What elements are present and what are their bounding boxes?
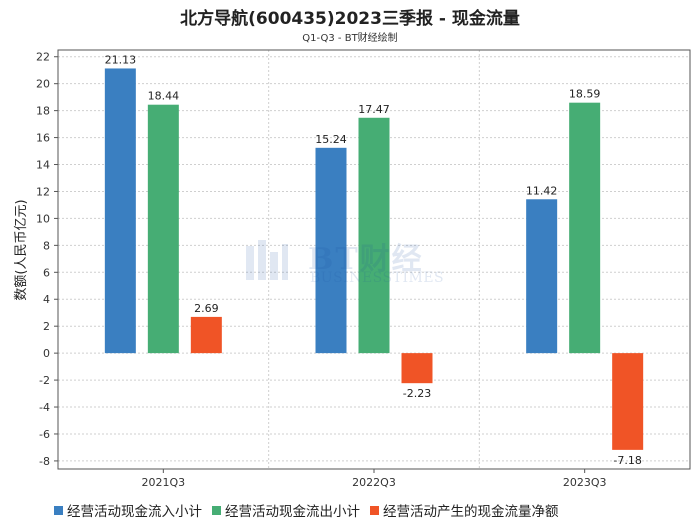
legend-item: 经营活动现金流入小计 <box>54 500 202 520</box>
y-tick-label: 2 <box>43 320 50 333</box>
legend-label: 经营活动现金流入小计 <box>67 504 202 520</box>
legend-swatch <box>54 505 63 515</box>
data-label: 21.13 <box>105 53 137 66</box>
y-tick-label: 0 <box>43 347 50 360</box>
data-label: -7.18 <box>613 454 641 467</box>
y-tick-label: -2 <box>39 374 50 387</box>
x-tick-label: 2021Q3 <box>142 476 186 489</box>
y-tick-label: 10 <box>36 212 50 225</box>
bar <box>190 316 222 354</box>
y-tick-label: -8 <box>39 455 50 468</box>
y-tick-label: -6 <box>39 428 50 441</box>
chart-legend: 经营活动现金流入小计 经营活动现金流出小计 经营活动产生的现金流量净额 <box>54 500 694 520</box>
y-tick-label: 8 <box>43 239 50 252</box>
y-tick-label: 12 <box>36 185 50 198</box>
y-tick-label: 14 <box>36 159 50 172</box>
data-labels: 21.13 18.44 2.69 15.24 17.47 -2.23 11.42 18.59 -… <box>105 53 642 466</box>
y-tick-label: 16 <box>36 132 50 145</box>
y-tick-label: 22 <box>36 51 50 64</box>
data-label: 17.47 <box>358 103 390 116</box>
y-tick-label: 20 <box>36 78 50 91</box>
legend-item: 经营活动产生的现金流量净额 <box>370 500 559 520</box>
data-label: 11.42 <box>526 184 558 197</box>
legend-swatch <box>370 505 379 515</box>
x-tick-label: 2022Q3 <box>352 476 396 489</box>
y-axis-label: 数额(人民币亿元) <box>14 199 29 300</box>
y-tick-label: 18 <box>36 105 50 118</box>
x-tick-label: 2023Q3 <box>563 476 607 489</box>
bar <box>315 147 347 354</box>
bar <box>401 353 433 384</box>
bar <box>358 117 390 354</box>
legend-label: 经营活动产生的现金流量净额 <box>383 504 559 520</box>
bar <box>612 353 644 450</box>
bar <box>526 199 558 354</box>
data-label: 18.44 <box>148 90 180 103</box>
data-label: 2.69 <box>194 302 219 315</box>
bar <box>147 104 179 354</box>
chart-subtitle: Q1-Q3 - BT财经绘制 <box>302 33 398 44</box>
data-label: 18.59 <box>569 88 601 101</box>
legend-item: 经营活动现金流出小计 <box>212 500 360 520</box>
chart-title: 北方导航(600435)2023三季报 - 现金流量 <box>180 9 520 29</box>
legend-label: 经营活动现金流出小计 <box>225 504 360 520</box>
y-tick-label: -4 <box>39 401 50 414</box>
y-tick-label: 6 <box>43 266 50 279</box>
y-tick-label: 4 <box>43 293 50 306</box>
legend-swatch <box>212 505 221 515</box>
bar <box>104 68 136 354</box>
bars <box>104 68 644 450</box>
data-label: -2.23 <box>403 387 431 400</box>
data-label: 15.24 <box>315 133 347 146</box>
bar <box>569 102 601 354</box>
